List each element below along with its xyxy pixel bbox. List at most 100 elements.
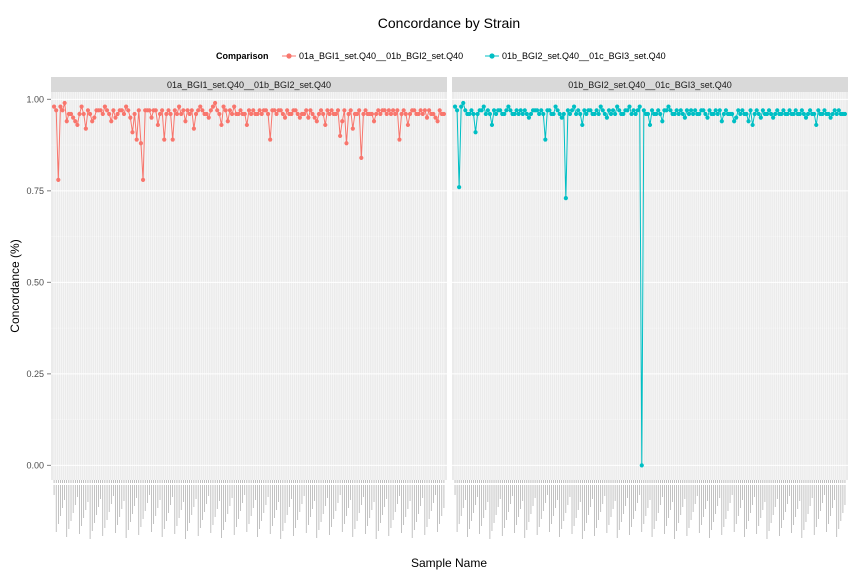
data-point [191, 126, 197, 131]
data-point [265, 111, 271, 117]
data-point [172, 108, 177, 113]
data-point [369, 111, 374, 117]
data-point [155, 122, 160, 128]
data-point [483, 111, 488, 117]
data-point [312, 115, 317, 120]
data-point [183, 119, 188, 124]
data-point [537, 111, 542, 117]
data-point [688, 108, 694, 113]
data-point [559, 115, 564, 120]
data-point [259, 111, 264, 117]
data-point [348, 108, 353, 113]
data-point [278, 108, 283, 113]
data-point [664, 108, 669, 113]
data-point [678, 108, 683, 113]
data-point [316, 111, 322, 117]
data-point [382, 108, 387, 113]
data-point [502, 111, 507, 117]
data-point [121, 111, 127, 117]
data-point [738, 111, 743, 117]
data-point [354, 111, 360, 117]
data-point [682, 115, 687, 120]
data-point [506, 104, 511, 109]
data-point [473, 130, 478, 135]
data-point [615, 104, 620, 109]
data-point [836, 108, 841, 113]
data-point [707, 108, 712, 113]
data-point [100, 111, 105, 117]
data-point [363, 108, 368, 113]
data-point [164, 111, 169, 117]
data-point [504, 108, 509, 113]
data-point [359, 155, 364, 160]
data-point [686, 111, 692, 117]
data-point [420, 111, 425, 117]
y-tick-label: 0.50 [26, 277, 44, 287]
data-point [752, 111, 757, 117]
data-point [257, 108, 262, 113]
data-point [342, 108, 347, 113]
data-point [124, 104, 129, 109]
data-point [814, 122, 819, 128]
data-point [104, 108, 110, 113]
data-point [734, 115, 739, 120]
data-point [134, 137, 139, 142]
data-point [594, 108, 599, 113]
data-point [297, 115, 302, 120]
data-point [571, 104, 577, 109]
data-point [475, 111, 480, 117]
data-point [454, 108, 460, 113]
data-point [388, 111, 394, 117]
data-point [393, 111, 398, 117]
data-point [160, 108, 165, 113]
data-point [578, 111, 583, 117]
data-point [555, 108, 560, 113]
data-point [126, 108, 131, 113]
data-point [321, 111, 326, 117]
facet-strip-2 [452, 77, 848, 92]
data-point [58, 104, 63, 109]
data-point [79, 104, 84, 109]
data-point [229, 111, 235, 117]
data-point [680, 111, 685, 117]
legend-title: Comparison [216, 51, 269, 61]
data-point [613, 111, 618, 117]
data-point [361, 111, 366, 117]
data-point [64, 119, 69, 124]
data-point [713, 108, 718, 113]
data-point [598, 104, 603, 109]
data-point [149, 115, 154, 120]
data-point [71, 115, 76, 120]
data-point [508, 108, 513, 113]
data-point [574, 111, 579, 117]
data-point [820, 111, 825, 117]
y-tick-label: 0.25 [26, 369, 44, 379]
data-point [592, 111, 597, 117]
data-point [227, 108, 233, 113]
data-point [693, 108, 698, 113]
data-point [90, 119, 95, 124]
data-point [596, 111, 601, 117]
data-point [830, 111, 835, 117]
facet-strip-label-2: 01b_BGI2_set.Q40__01c_BGI3_set.Q40 [568, 80, 732, 90]
chart-title: Concordance by Strain [378, 15, 520, 31]
data-point [441, 111, 447, 117]
data-point [170, 137, 175, 142]
data-point [295, 111, 300, 117]
data-point [119, 108, 124, 113]
data-point [561, 111, 566, 117]
data-point [608, 111, 614, 117]
y-tick-label: 1.00 [26, 94, 44, 104]
data-point [807, 108, 813, 113]
x-axis-title: Sample Name [411, 556, 487, 570]
data-point [729, 111, 735, 117]
data-point [469, 108, 474, 113]
data-point [274, 111, 279, 117]
data-point [758, 115, 763, 120]
data-point [631, 108, 636, 113]
data-point [166, 108, 171, 113]
data-point [422, 108, 427, 113]
y-tick-label: 0.00 [26, 460, 44, 470]
data-point [842, 111, 848, 117]
data-point [314, 119, 319, 124]
